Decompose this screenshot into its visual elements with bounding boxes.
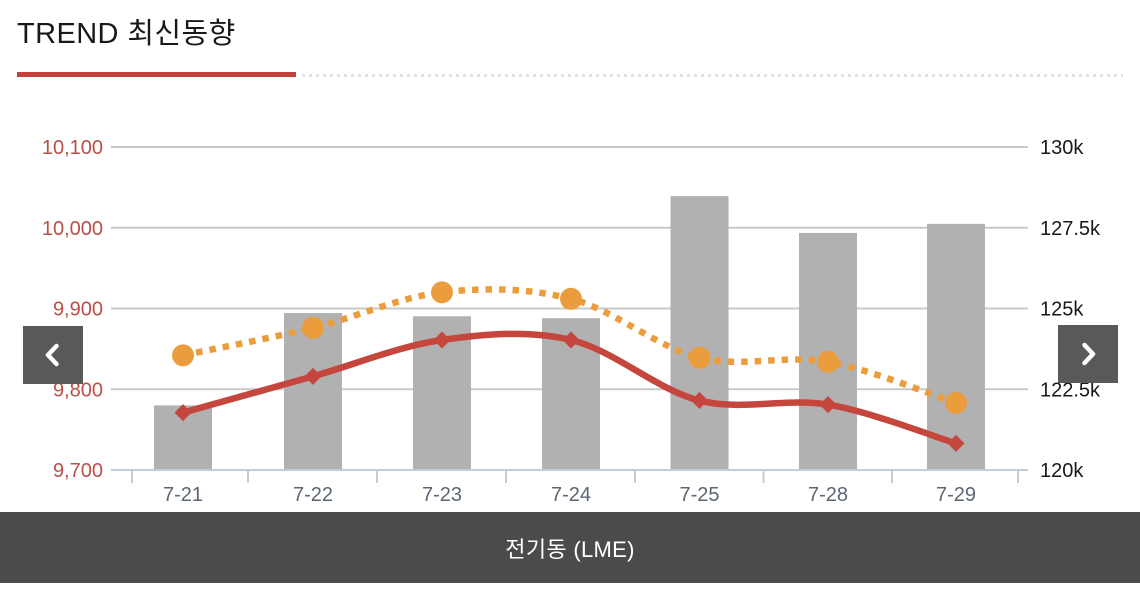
x-axis-tick-label: 7-22 <box>293 484 333 506</box>
title-underline-dotted <box>302 74 1123 77</box>
page-title: TREND 최신동향 <box>17 18 236 50</box>
data-point-diamond <box>819 396 837 414</box>
data-point-diamond <box>947 434 965 452</box>
left-axis-tick-label: 10,100 <box>42 137 103 159</box>
data-point-circle <box>817 350 839 373</box>
chart-caption-bar: 전기동 (LME) <box>0 512 1140 583</box>
x-axis-tick-label: 7-25 <box>679 484 719 506</box>
bar-7-25 <box>670 196 729 470</box>
chevron-right-icon <box>1082 342 1096 366</box>
data-point-circle <box>945 391 967 414</box>
right-axis-tick-label: 120k <box>1040 460 1084 482</box>
right-axis-tick-label: 127.5k <box>1040 218 1101 240</box>
axis-labels: 10,100 10,000 9,900 9,800 9,700 130k 127.5k 125… <box>42 137 1101 506</box>
left-axis-tick-label: 9,700 <box>53 460 103 482</box>
data-point-circle <box>172 344 194 367</box>
data-point-diamond <box>562 331 580 349</box>
price-solid-line-series <box>174 330 965 452</box>
data-point-diamond <box>174 404 192 422</box>
left-axis-tick-label: 9,900 <box>53 299 103 321</box>
bar-7-22 <box>284 313 342 470</box>
x-axis <box>111 469 1028 483</box>
x-axis-tick-label: 7-21 <box>163 484 203 506</box>
prev-slide-button[interactable] <box>23 326 83 384</box>
data-point-circle <box>302 316 324 339</box>
bar-7-29 <box>927 223 985 470</box>
left-axis-tick-label: 10,000 <box>42 218 103 240</box>
x-axis-tick-label: 7-29 <box>936 484 976 506</box>
trend-chart: 10,100 10,000 9,900 9,800 9,700 130k 127.5k 125… <box>42 137 1101 506</box>
next-slide-button[interactable] <box>1058 325 1118 383</box>
left-axis-tick-label: 9,800 <box>53 379 103 401</box>
data-point-circle <box>431 281 453 304</box>
x-axis-tick-label: 7-28 <box>808 484 848 506</box>
data-point-diamond <box>304 367 322 385</box>
right-axis-tick-label: 122.5k <box>1040 379 1101 401</box>
right-axis-tick-label: 125k <box>1040 299 1084 321</box>
chart-caption: 전기동 (LME) <box>505 536 635 562</box>
title-underline <box>17 72 296 77</box>
price-dotted-line-series <box>172 281 967 414</box>
x-axis-tick-label: 7-24 <box>551 484 591 506</box>
chevron-left-icon <box>45 343 59 367</box>
x-axis-tick-label: 7-23 <box>422 484 462 506</box>
data-point-diamond <box>433 331 451 349</box>
data-point-diamond <box>691 392 708 410</box>
data-point-circle <box>688 346 711 369</box>
right-axis-tick-label: 130k <box>1040 137 1084 159</box>
data-point-circle <box>560 287 582 310</box>
